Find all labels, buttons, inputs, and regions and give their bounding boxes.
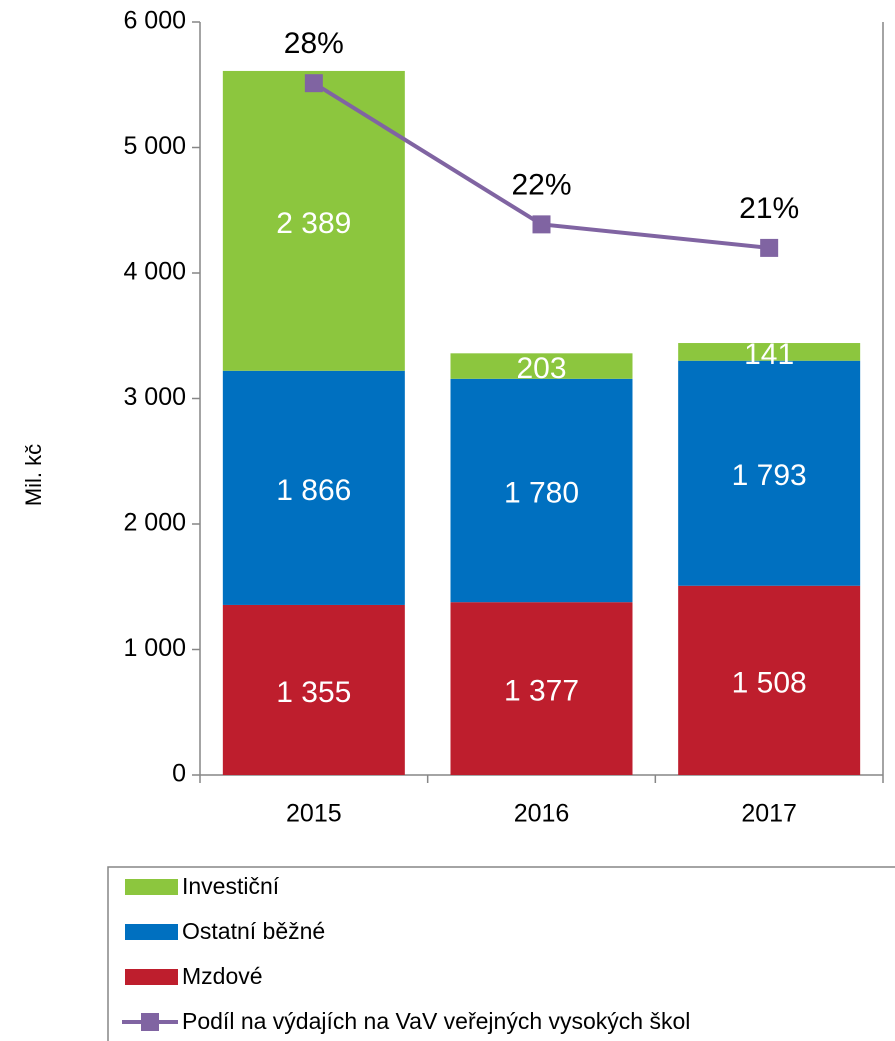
line-label: 21% — [739, 192, 799, 225]
x-tick-label: 2017 — [741, 800, 797, 828]
y-tick-label: 4 000 — [123, 258, 186, 286]
bar-segment — [450, 353, 633, 379]
data-label: 141 — [744, 338, 794, 371]
y-tick-label: 0 — [172, 760, 186, 788]
y-axis-label: Mil. kč — [21, 444, 46, 506]
x-tick-label: 2015 — [286, 800, 342, 828]
legend-swatch — [125, 924, 178, 940]
data-label: 1 780 — [504, 476, 579, 509]
bar-segment — [222, 370, 405, 605]
bar-segment — [450, 378, 633, 603]
bar-segment — [678, 343, 861, 361]
data-label: 1 355 — [276, 676, 351, 709]
y-tick-label: 1 000 — [123, 634, 186, 662]
line-label: 22% — [511, 168, 571, 201]
bar-segment — [222, 604, 405, 775]
line-marker — [532, 215, 551, 234]
legend-marker — [141, 1013, 159, 1031]
data-label: 1 377 — [504, 675, 579, 708]
bar-segment — [678, 585, 861, 775]
y-tick-label: 2 000 — [123, 509, 186, 537]
x-tick-label: 2016 — [514, 800, 570, 828]
legend-label: Mzdové — [182, 963, 263, 989]
line-label: 28% — [284, 27, 344, 60]
bar-segment — [450, 602, 633, 775]
data-label: 1 793 — [732, 459, 807, 492]
y-tick-label: 5 000 — [123, 132, 186, 160]
legend-swatch — [125, 969, 178, 985]
line-marker — [304, 74, 323, 93]
bar-segment — [678, 360, 861, 586]
data-label: 2 389 — [276, 207, 351, 240]
data-label: 1 866 — [276, 474, 351, 507]
y-tick-label: 3 000 — [123, 383, 186, 411]
legend-swatch — [125, 879, 178, 895]
legend-label: Investiční — [182, 873, 280, 899]
data-label: 203 — [516, 352, 566, 385]
legend-box — [107, 866, 895, 1041]
y-tick-label: 6 000 — [123, 7, 186, 35]
legend-label: Ostatní běžné — [182, 918, 325, 944]
legend-label: Podíl na výdajích na VaV veřejných vysok… — [182, 1008, 690, 1034]
line-marker — [760, 238, 779, 257]
data-label: 1 508 — [732, 666, 807, 699]
